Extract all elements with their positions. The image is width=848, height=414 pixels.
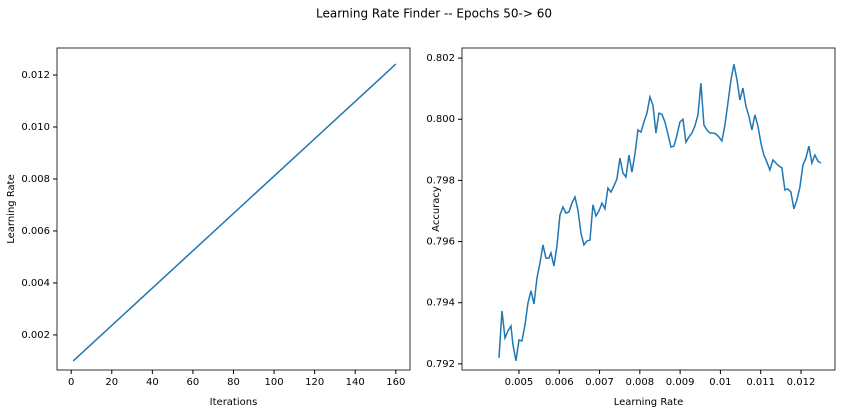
- y-tick-label: 0.802: [426, 53, 455, 64]
- x-tick-label: 0.01: [709, 377, 731, 388]
- x-tick-label: 0.006: [545, 377, 574, 388]
- axes-frame: [461, 47, 836, 371]
- figure-title: Learning Rate Finder -- Epochs 50-> 60: [316, 7, 552, 21]
- y-tick-label: 0.796: [426, 237, 455, 248]
- y-tick-label: 0.010: [21, 122, 50, 133]
- x-tick-label: 160: [386, 377, 405, 388]
- y-tick-label: 0.792: [426, 359, 455, 370]
- x-tick-label: 120: [305, 377, 324, 388]
- y-axis-label: Learning Rate: [6, 174, 17, 244]
- x-axis-label: Iterations: [210, 397, 258, 408]
- y-tick-label: 0.794: [426, 298, 455, 309]
- data-line: [498, 64, 822, 361]
- y-axis-label: Accuracy: [431, 186, 442, 232]
- y-tick-label: 0.008: [21, 174, 50, 185]
- x-tick-label: 40: [146, 377, 159, 388]
- x-tick-label: 20: [105, 377, 118, 388]
- y-tick-label: 0.798: [426, 175, 455, 186]
- x-tick-label: 0.009: [666, 377, 695, 388]
- x-tick-label: 60: [187, 377, 200, 388]
- x-tick-label: 80: [227, 377, 240, 388]
- x-tick-label: 0.005: [505, 377, 534, 388]
- y-tick-label: 0.002: [21, 330, 50, 341]
- data-line: [72, 63, 397, 362]
- x-tick-label: 140: [346, 377, 365, 388]
- y-tick-label: 0.800: [426, 114, 455, 125]
- x-axis-label: Learning Rate: [614, 397, 684, 408]
- y-tick-label: 0.012: [21, 70, 50, 81]
- x-tick-label: 0.008: [626, 377, 655, 388]
- x-tick-label: 0.012: [787, 377, 816, 388]
- x-tick-label: 100: [265, 377, 284, 388]
- y-tick-label: 0.006: [21, 226, 50, 237]
- y-tick-label: 0.004: [21, 278, 50, 289]
- x-tick-label: 0.011: [746, 377, 775, 388]
- axes-frame: [56, 47, 411, 371]
- x-tick-label: 0: [68, 377, 74, 388]
- x-tick-label: 0.007: [585, 377, 614, 388]
